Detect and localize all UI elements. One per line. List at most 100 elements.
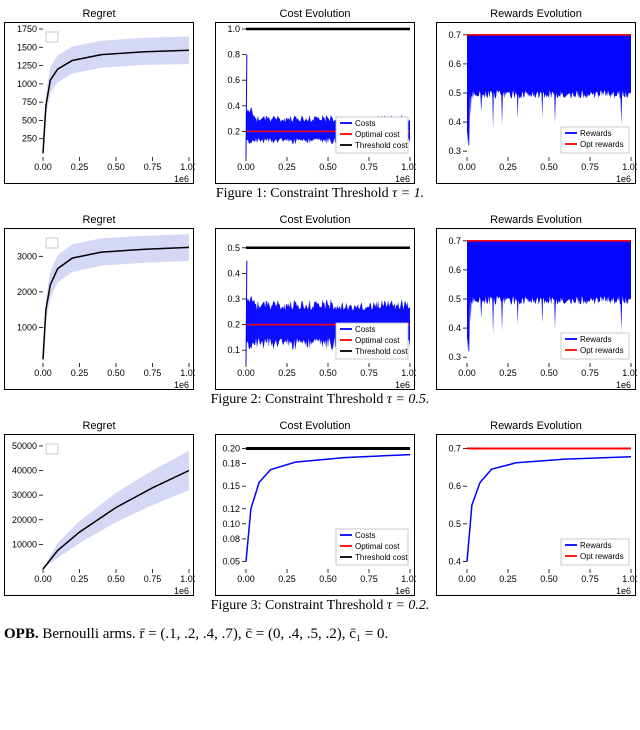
svg-text:0.50: 0.50: [107, 162, 125, 172]
svg-text:0.08: 0.08: [222, 534, 240, 544]
svg-text:0.5: 0.5: [448, 519, 461, 529]
panel-title: Regret: [4, 8, 194, 20]
svg-text:0.4: 0.4: [448, 323, 461, 333]
svg-text:0.00: 0.00: [237, 368, 255, 378]
panel-reward: Rewards Evolution0.000.250.500.751.001e6…: [436, 8, 636, 184]
svg-text:0.25: 0.25: [499, 368, 517, 378]
chart-regret: 0.000.250.500.751.001e625050075010001250…: [4, 22, 194, 184]
svg-text:0.10: 0.10: [222, 519, 240, 529]
figure-caption-1: Figure 1: Constraint Threshold τ = 1.: [4, 186, 636, 202]
svg-text:0.00: 0.00: [34, 368, 52, 378]
chart-reward: 0.000.250.500.751.001e60.40.50.60.7Rewar…: [436, 434, 636, 596]
svg-text:500: 500: [22, 115, 37, 125]
svg-text:0.75: 0.75: [581, 162, 599, 172]
chart-cost: 0.000.250.500.751.001e60.050.080.100.120…: [215, 434, 415, 596]
svg-text:0.25: 0.25: [278, 368, 296, 378]
svg-text:0.75: 0.75: [360, 162, 378, 172]
svg-text:Threshold cost: Threshold cost: [355, 141, 408, 150]
panel-title: Cost Evolution: [215, 420, 415, 432]
chart-reward: 0.000.250.500.751.001e60.30.40.50.60.7Re…: [436, 228, 636, 390]
panel-title: Regret: [4, 420, 194, 432]
svg-text:Costs: Costs: [355, 119, 375, 128]
svg-text:1e6: 1e6: [174, 586, 189, 596]
svg-text:250: 250: [22, 134, 37, 144]
panel-cost: Cost Evolution0.000.250.500.751.001e60.0…: [215, 420, 415, 596]
svg-text:750: 750: [22, 97, 37, 107]
svg-text:1e6: 1e6: [174, 174, 189, 184]
svg-text:0.12: 0.12: [222, 504, 240, 514]
svg-text:0.6: 0.6: [227, 75, 240, 85]
svg-text:Threshold cost: Threshold cost: [355, 553, 408, 562]
svg-text:0.50: 0.50: [319, 368, 337, 378]
svg-text:0.25: 0.25: [71, 162, 89, 172]
svg-text:Rewards: Rewards: [580, 541, 612, 550]
opb-label: OPB.: [4, 626, 39, 642]
svg-text:0.00: 0.00: [458, 574, 476, 584]
svg-text:1e6: 1e6: [616, 380, 631, 390]
svg-text:0.00: 0.00: [34, 162, 52, 172]
svg-text:0.00: 0.00: [34, 574, 52, 584]
svg-text:0.7: 0.7: [448, 30, 461, 40]
svg-text:0.3: 0.3: [448, 352, 461, 362]
svg-text:0.7: 0.7: [448, 236, 461, 246]
svg-text:0.25: 0.25: [278, 162, 296, 172]
svg-text:0.5: 0.5: [448, 294, 461, 304]
svg-text:0.6: 0.6: [448, 481, 461, 491]
svg-text:1750: 1750: [17, 24, 37, 34]
svg-text:0.00: 0.00: [237, 162, 255, 172]
svg-text:1.00: 1.00: [180, 368, 195, 378]
panel-regret: Regret0.000.250.500.751.001e610002000300…: [4, 214, 194, 390]
svg-text:Opt rewards: Opt rewards: [580, 346, 624, 355]
svg-text:Optimal cost: Optimal cost: [355, 542, 400, 551]
panel-title: Cost Evolution: [215, 8, 415, 20]
svg-text:1000: 1000: [17, 322, 37, 332]
svg-text:20000: 20000: [12, 515, 37, 525]
svg-text:0.50: 0.50: [540, 574, 558, 584]
panel-title: Rewards Evolution: [436, 420, 636, 432]
svg-text:1.00: 1.00: [180, 162, 195, 172]
svg-text:0.18: 0.18: [222, 459, 240, 469]
svg-text:1.00: 1.00: [622, 162, 637, 172]
chart-cost: 0.000.250.500.751.001e60.20.40.60.81.0Co…: [215, 22, 415, 184]
svg-text:0.6: 0.6: [448, 265, 461, 275]
svg-text:0.8: 0.8: [227, 50, 240, 60]
svg-text:2000: 2000: [17, 287, 37, 297]
svg-text:0.50: 0.50: [319, 162, 337, 172]
svg-text:1e6: 1e6: [395, 174, 410, 184]
svg-text:1250: 1250: [17, 61, 37, 71]
svg-text:1e6: 1e6: [616, 586, 631, 596]
svg-text:0.25: 0.25: [278, 574, 296, 584]
panel-title: Regret: [4, 214, 194, 226]
svg-text:Optimal cost: Optimal cost: [355, 130, 400, 139]
svg-text:0.75: 0.75: [581, 368, 599, 378]
svg-text:0.1: 0.1: [227, 345, 240, 355]
panel-regret: Regret0.000.250.500.751.001e625050075010…: [4, 8, 194, 184]
svg-text:Threshold cost: Threshold cost: [355, 347, 408, 356]
opb-rest: Bernoulli arms. r̄ = (.1, .2, .4, .7), c…: [39, 626, 389, 642]
bottom-description: OPB. Bernoulli arms. r̄ = (.1, .2, .4, .…: [4, 626, 636, 643]
figure-row-1: Regret0.000.250.500.751.001e625050075010…: [4, 8, 636, 184]
svg-text:1.00: 1.00: [622, 368, 637, 378]
svg-text:1e6: 1e6: [395, 380, 410, 390]
svg-text:0.25: 0.25: [499, 574, 517, 584]
figure-row-3: Regret 0.000.250.500.751.001e610000200003…: [4, 420, 636, 596]
svg-text:0.25: 0.25: [71, 368, 89, 378]
chart-regret: 0.000.250.500.751.001e610000200003000040…: [4, 434, 194, 596]
svg-text:0.2: 0.2: [227, 320, 240, 330]
svg-text:0.6: 0.6: [448, 59, 461, 69]
svg-text:0.15: 0.15: [222, 481, 240, 491]
svg-text:0.05: 0.05: [222, 556, 240, 566]
svg-text:50000: 50000: [12, 441, 37, 451]
svg-text:1.00: 1.00: [622, 574, 637, 584]
svg-text:Rewards: Rewards: [580, 335, 612, 344]
svg-text:0.4: 0.4: [448, 556, 461, 566]
svg-text:Optimal cost: Optimal cost: [355, 336, 400, 345]
svg-text:0.4: 0.4: [227, 101, 240, 111]
svg-text:0.00: 0.00: [237, 574, 255, 584]
svg-text:0.50: 0.50: [540, 368, 558, 378]
svg-text:0.3: 0.3: [448, 146, 461, 156]
svg-text:Costs: Costs: [355, 325, 375, 334]
svg-text:Opt rewards: Opt rewards: [580, 552, 624, 561]
svg-text:0.7: 0.7: [448, 444, 461, 454]
svg-text:1.0: 1.0: [227, 24, 240, 34]
